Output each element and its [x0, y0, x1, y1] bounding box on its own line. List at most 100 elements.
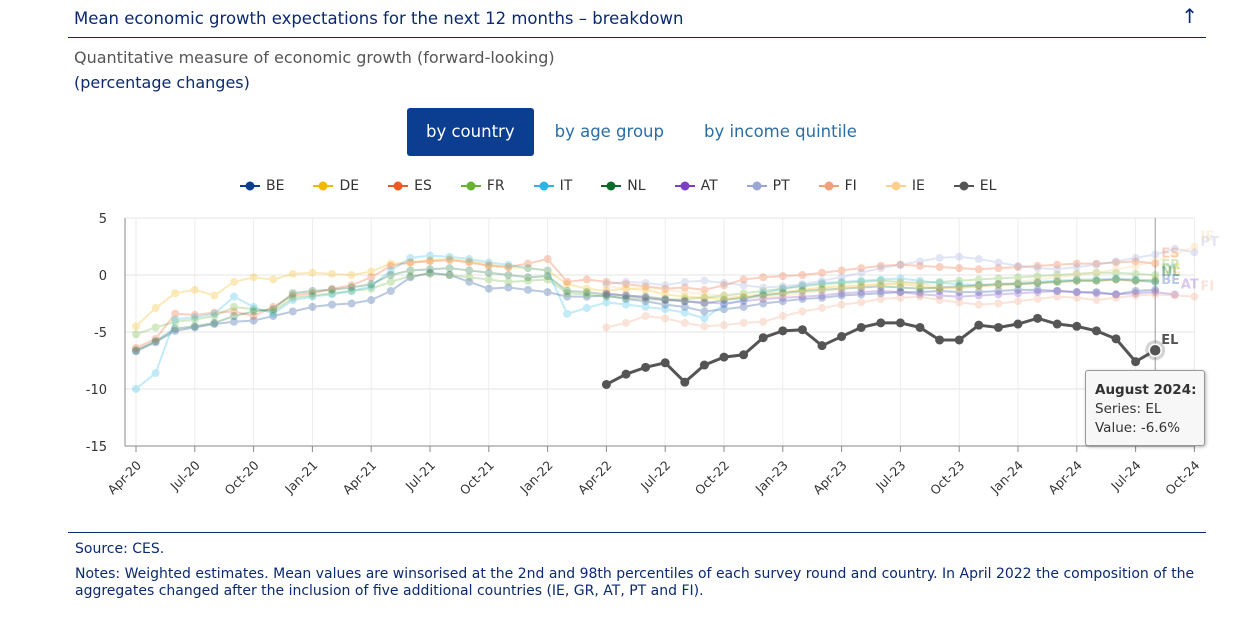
- data-point[interactable]: [720, 300, 728, 309]
- tab-by-age-group[interactable]: by age group: [554, 122, 664, 141]
- data-point[interactable]: [308, 292, 317, 301]
- data-point[interactable]: [700, 285, 709, 294]
- data-point[interactable]: [504, 263, 513, 272]
- data-point[interactable]: [1131, 275, 1140, 284]
- data-point[interactable]: [1053, 271, 1062, 279]
- data-point[interactable]: [935, 284, 944, 293]
- data-point[interactable]: [1151, 285, 1160, 294]
- data-point[interactable]: [386, 271, 395, 279]
- data-point[interactable]: [935, 283, 944, 292]
- data-point[interactable]: [818, 278, 826, 287]
- data-point[interactable]: [1112, 290, 1120, 299]
- data-point[interactable]: [759, 291, 768, 300]
- data-point[interactable]: [1151, 250, 1160, 259]
- data-point[interactable]: [759, 289, 768, 298]
- data-point[interactable]: [426, 269, 434, 278]
- data-point[interactable]: [739, 297, 748, 306]
- data-point[interactable]: [622, 284, 630, 293]
- data-point[interactable]: [739, 350, 749, 360]
- data-point[interactable]: [994, 286, 1003, 295]
- data-point[interactable]: [1072, 271, 1081, 279]
- data-point[interactable]: [798, 294, 807, 303]
- data-point[interactable]: [661, 290, 670, 299]
- data-point[interactable]: [1053, 265, 1062, 274]
- data-point[interactable]: [582, 288, 591, 297]
- data-point[interactable]: [896, 283, 905, 292]
- data-point[interactable]: [1053, 286, 1062, 295]
- data-point[interactable]: [896, 277, 905, 286]
- data-point[interactable]: [288, 293, 297, 302]
- data-point[interactable]: [1033, 261, 1042, 270]
- data-point[interactable]: [856, 322, 866, 332]
- tab-by-income-quintile[interactable]: by income quintile: [703, 122, 857, 141]
- data-point[interactable]: [504, 277, 513, 286]
- data-point[interactable]: [151, 369, 160, 378]
- data-point[interactable]: [1014, 280, 1022, 289]
- data-point[interactable]: [641, 283, 650, 292]
- legend-item-fr[interactable]: FR: [460, 178, 505, 194]
- data-point[interactable]: [994, 274, 1003, 283]
- data-point[interactable]: [700, 293, 709, 302]
- data-point[interactable]: [602, 289, 611, 298]
- data-point[interactable]: [1014, 278, 1022, 287]
- series-ie[interactable]: IE: [602, 230, 1214, 302]
- data-point[interactable]: [1033, 277, 1042, 286]
- data-point[interactable]: [524, 285, 532, 294]
- data-point[interactable]: [230, 312, 238, 321]
- data-point[interactable]: [1112, 275, 1120, 284]
- data-point[interactable]: [1151, 271, 1160, 279]
- data-point[interactable]: [1131, 261, 1140, 270]
- data-point[interactable]: [269, 307, 278, 316]
- data-point[interactable]: [563, 292, 572, 301]
- data-point[interactable]: [1053, 277, 1062, 286]
- data-point[interactable]: [857, 281, 866, 290]
- data-point[interactable]: [269, 302, 278, 311]
- data-point[interactable]: [935, 291, 944, 300]
- data-point[interactable]: [1052, 319, 1062, 329]
- legend-item-de[interactable]: DE: [313, 178, 359, 194]
- series-el[interactable]: EL: [601, 313, 1178, 389]
- data-point[interactable]: [445, 264, 454, 273]
- data-point[interactable]: [955, 284, 964, 293]
- data-point[interactable]: [798, 285, 807, 294]
- data-point[interactable]: [661, 284, 670, 293]
- data-point[interactable]: [249, 302, 258, 311]
- data-point[interactable]: [582, 292, 591, 301]
- data-point[interactable]: [739, 293, 748, 302]
- data-point[interactable]: [994, 281, 1003, 290]
- data-point[interactable]: [641, 282, 650, 291]
- data-point[interactable]: [151, 337, 160, 346]
- data-point[interactable]: [1092, 296, 1101, 305]
- data-point[interactable]: [445, 255, 454, 264]
- data-point[interactable]: [739, 292, 748, 301]
- data-point[interactable]: [622, 280, 630, 289]
- data-point[interactable]: [700, 293, 709, 302]
- data-point[interactable]: [955, 280, 964, 289]
- data-point[interactable]: [916, 282, 924, 291]
- data-point[interactable]: [680, 377, 690, 387]
- data-point[interactable]: [230, 317, 238, 326]
- data-point[interactable]: [680, 308, 689, 317]
- data-point[interactable]: [778, 284, 787, 293]
- data-point[interactable]: [818, 286, 826, 295]
- data-point[interactable]: [798, 289, 807, 298]
- legend-item-be[interactable]: BE: [240, 178, 284, 194]
- data-point[interactable]: [1131, 276, 1140, 285]
- data-point[interactable]: [347, 271, 356, 279]
- data-point[interactable]: [680, 318, 689, 327]
- data-point[interactable]: [484, 258, 493, 267]
- data-point[interactable]: [249, 307, 258, 316]
- data-point[interactable]: [1151, 257, 1160, 266]
- data-point[interactable]: [798, 286, 807, 295]
- data-point[interactable]: [896, 278, 905, 287]
- data-point[interactable]: [1131, 269, 1140, 278]
- data-point[interactable]: [641, 285, 650, 294]
- data-point[interactable]: [1014, 263, 1022, 272]
- data-point[interactable]: [426, 268, 434, 277]
- data-point[interactable]: [386, 266, 395, 275]
- data-point[interactable]: [720, 294, 728, 303]
- data-point[interactable]: [857, 298, 866, 307]
- data-point[interactable]: [955, 252, 964, 261]
- data-point[interactable]: [622, 293, 630, 302]
- data-point[interactable]: [426, 251, 434, 260]
